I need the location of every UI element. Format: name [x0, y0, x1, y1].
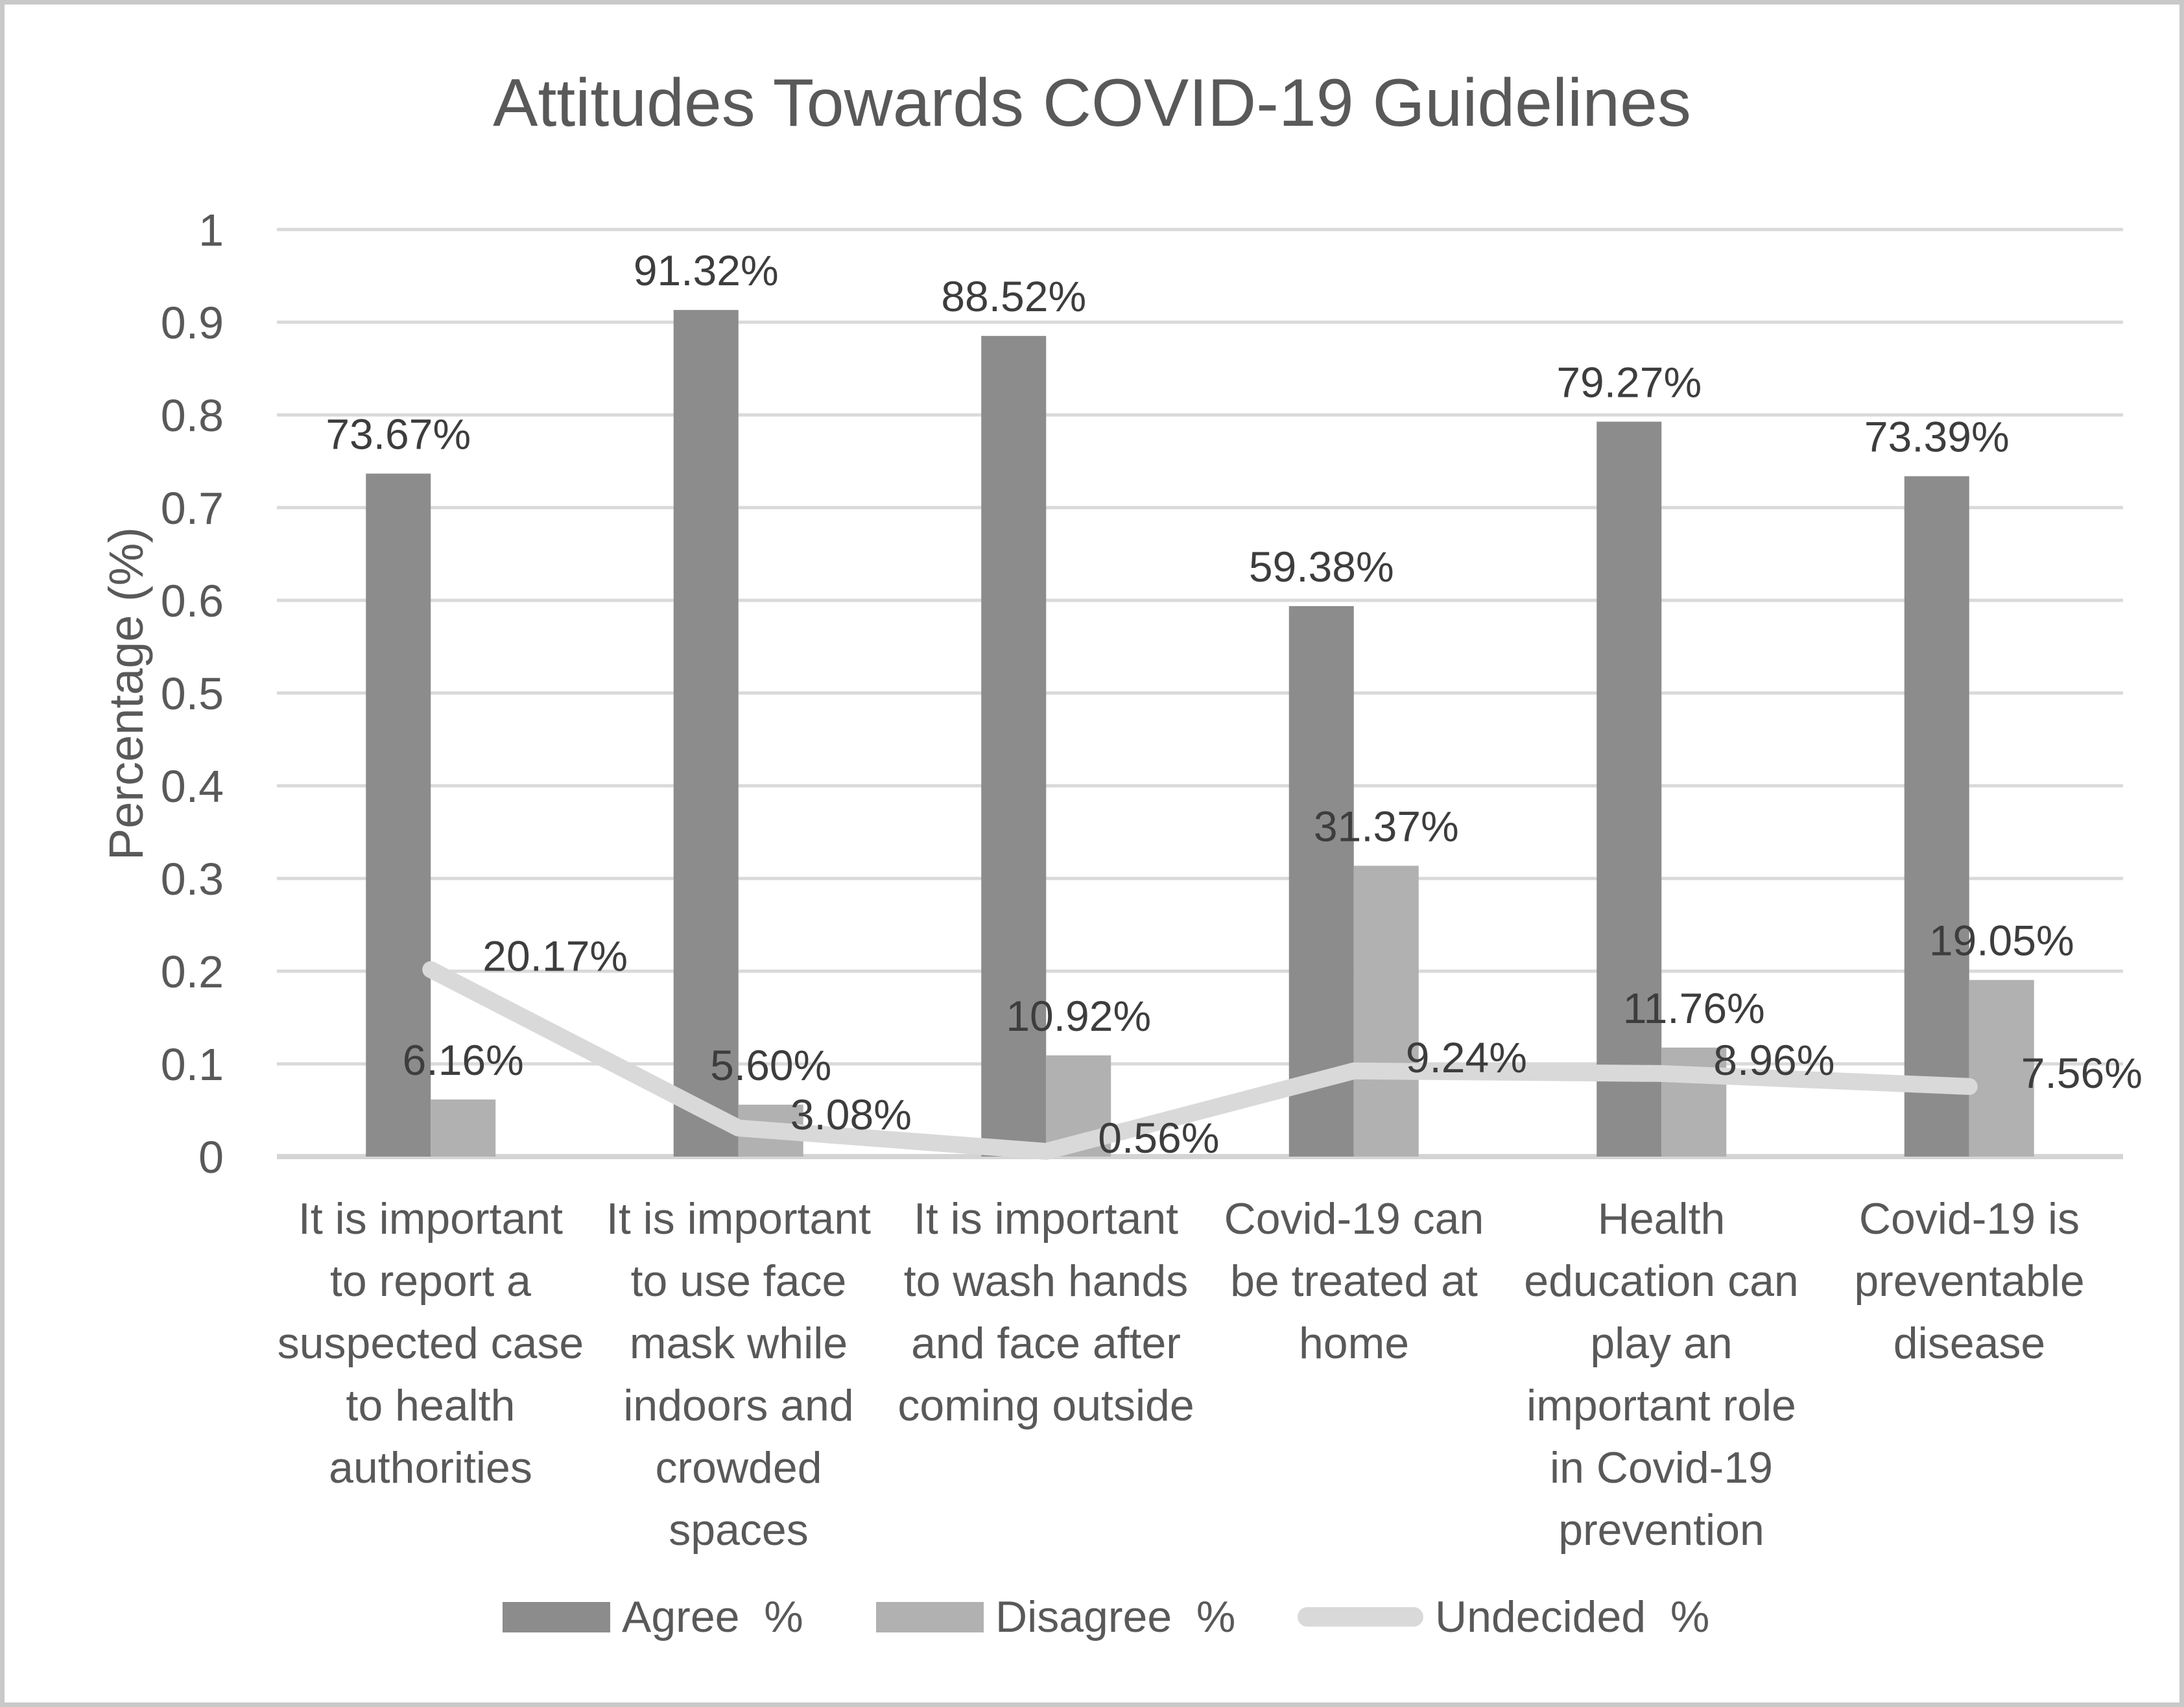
y-tick-label: 1: [198, 205, 224, 255]
category-label: It is important to report a suspected ca…: [277, 1194, 584, 1492]
data-label-undecided: 20.17%: [482, 932, 628, 980]
bar-agree: [1904, 476, 1969, 1157]
data-label-undecided: 0.56%: [1098, 1114, 1219, 1162]
data-label-disagree: 6.16%: [403, 1036, 524, 1084]
y-tick-label: 0.6: [161, 576, 224, 626]
data-label-disagree: 31.37%: [1314, 802, 1459, 850]
data-label-disagree: 19.05%: [1929, 917, 2074, 965]
data-label-disagree: 10.92%: [1006, 992, 1151, 1040]
legend-item-disagree: Disagree %: [876, 1592, 1235, 1642]
data-label-agree: 59.38%: [1249, 543, 1394, 591]
y-tick-label: 0.4: [161, 761, 224, 812]
data-label-undecided: 3.08%: [790, 1090, 912, 1138]
chart-title: Attitudes Towards COVID-19 Guidelines: [493, 65, 1691, 141]
data-label-agree: 88.52%: [941, 272, 1086, 320]
chart-plot-area: 1 0.9 0.8 0.7 0.6 0.5 0.4 0.3 0.2 0.1 0 73.67% 91.32…: [161, 205, 2142, 1183]
bar-disagree: [1353, 865, 1419, 1157]
y-tick-label: 0.9: [161, 298, 224, 348]
category-label: Health education can play an important r…: [1524, 1194, 1799, 1555]
data-label-undecided: 9.24%: [1406, 1033, 1527, 1081]
data-label-disagree: 11.76%: [1623, 984, 1765, 1032]
y-tick-label: 0.7: [161, 483, 224, 534]
y-tick-label: 0.3: [161, 854, 224, 904]
bar-agree: [366, 473, 431, 1157]
category-label: Covid-19 can be treated at home: [1224, 1194, 1484, 1368]
legend-label-agree: Agree %: [622, 1592, 803, 1642]
category-label: It is important to use face mask while i…: [606, 1194, 872, 1555]
bar-disagree: [1969, 980, 2034, 1157]
legend-label-undecided: Undecided %: [1435, 1592, 1710, 1642]
data-label-agree: 91.32%: [634, 246, 779, 294]
data-label-agree: 79.27%: [1556, 358, 1702, 406]
y-tick-label: 0.5: [161, 668, 224, 719]
legend-label-disagree: Disagree %: [995, 1592, 1236, 1642]
bar-agree: [1288, 606, 1354, 1157]
y-tick-label: 0.2: [161, 947, 224, 997]
bar-disagree: [431, 1099, 496, 1157]
bar-agree: [1596, 421, 1662, 1157]
data-label-undecided: 8.96%: [1713, 1036, 1834, 1084]
category-label: It is important to wash hands and face a…: [897, 1194, 1194, 1430]
y-tick-label: 0.1: [161, 1039, 224, 1090]
bar-agree: [981, 336, 1047, 1157]
data-label-undecided: 7.56%: [2021, 1049, 2142, 1097]
data-label-disagree: 5.60%: [710, 1041, 831, 1089]
y-tick-label: 0.8: [161, 390, 224, 441]
category-label: Covid-19 is preventable disease: [1854, 1194, 2085, 1368]
legend-item-undecided: Undecided %: [1298, 1592, 1709, 1642]
data-label-agree: 73.39%: [1864, 413, 2010, 461]
y-tick-label: 0: [198, 1132, 224, 1183]
legend-key-agree-icon: [503, 1601, 610, 1632]
undecided-trend-line: [422, 961, 1978, 1160]
data-label-agree: 73.67%: [326, 410, 471, 458]
legend-key-disagree-icon: [876, 1601, 984, 1632]
bar-agree: [673, 310, 739, 1157]
legend-item-agree: Agree %: [503, 1592, 803, 1642]
legend-key-undecided-icon: [1298, 1607, 1423, 1627]
